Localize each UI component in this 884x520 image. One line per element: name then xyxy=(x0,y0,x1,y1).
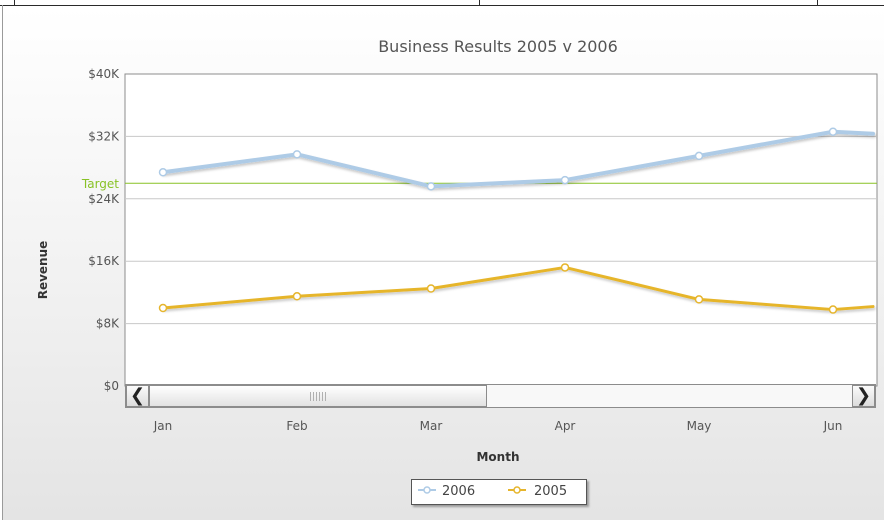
x-tick-label: May xyxy=(687,419,712,433)
y-tick-label: $40K xyxy=(88,67,120,81)
y-tick-label: $0 xyxy=(104,379,119,393)
data-point-2006-Mar[interactable] xyxy=(426,182,436,191)
top-border-tick xyxy=(14,0,15,5)
x-tick-labels: Jan Feb Mar Apr May Jun xyxy=(153,419,843,433)
data-point-2005-Jun[interactable] xyxy=(828,305,838,314)
data-point-2006-Jan[interactable] xyxy=(158,168,168,177)
legend-swatch-2006 xyxy=(418,486,436,494)
trendline-label: Target xyxy=(81,177,119,191)
scroll-right-button[interactable]: ❯ xyxy=(852,385,875,407)
scroll-thumb[interactable] xyxy=(149,385,487,407)
data-point-2005-Jan[interactable] xyxy=(158,303,168,313)
legend: 2006 2005 xyxy=(411,479,587,505)
legend-label-2005: 2005 xyxy=(534,484,568,499)
y-axis-title: Revenue xyxy=(36,241,50,300)
x-tick-label: Apr xyxy=(555,419,576,433)
top-border-tick xyxy=(479,0,480,5)
y-tick-label: $8K xyxy=(96,317,120,331)
scroll-thumb-grip xyxy=(310,392,326,401)
data-point-2006-May[interactable] xyxy=(694,151,704,161)
x-axis-title: Month xyxy=(476,450,519,464)
legend-label-2006: 2006 xyxy=(442,484,476,499)
legend-swatch-2005 xyxy=(508,486,526,494)
top-border-tick xyxy=(817,0,818,5)
top-border xyxy=(0,5,884,6)
left-border xyxy=(2,5,3,520)
y-tick-labels: $0 $8K $16K $24K $32K $40K xyxy=(88,67,120,393)
series-group xyxy=(158,127,875,314)
horizontal-scrollbar[interactable]: ❮ ❯ xyxy=(125,384,876,408)
x-tick-label: Jan xyxy=(153,419,173,433)
data-point-2005-Mar[interactable] xyxy=(426,284,436,293)
x-tick-label: Jun xyxy=(823,419,843,433)
data-point-2005-Feb[interactable] xyxy=(292,292,302,301)
plot-area xyxy=(124,73,878,387)
data-point-2005-May[interactable] xyxy=(694,295,704,304)
grid-lines xyxy=(125,135,877,325)
y-tick-label: $32K xyxy=(88,129,120,143)
data-point-2006-Feb[interactable] xyxy=(292,150,302,159)
data-point-2006-Jun[interactable] xyxy=(828,127,838,136)
chart-title: Business Results 2005 v 2006 xyxy=(378,37,618,56)
x-tick-label: Mar xyxy=(420,419,443,433)
data-point-2005-Apr[interactable] xyxy=(560,263,570,272)
y-tick-label: $16K xyxy=(88,254,120,268)
y-tick-label: $24K xyxy=(88,192,120,206)
x-tick-label: Feb xyxy=(286,419,307,433)
data-point-2006-Apr[interactable] xyxy=(560,175,570,185)
scroll-left-button[interactable]: ❮ xyxy=(126,385,149,407)
